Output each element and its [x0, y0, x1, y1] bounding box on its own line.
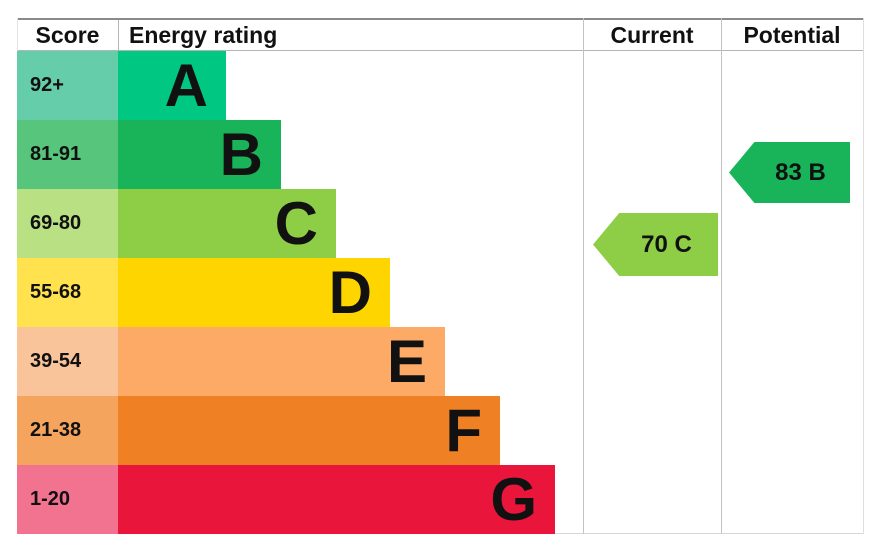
potential-rating-label: 83 B [775, 158, 826, 186]
band-bar: D [118, 258, 390, 327]
band-letter: B [219, 120, 263, 188]
current-rating-label: 70 C [641, 230, 692, 258]
band-letter: G [490, 465, 537, 533]
band-bar: C [118, 189, 336, 258]
header-divider-line [17, 50, 864, 51]
current-rating-arrow: 70 C [593, 213, 718, 276]
band-bar: B [118, 120, 281, 189]
table-right-border [863, 18, 864, 534]
potential-column-header: Potential [743, 21, 841, 48]
band-letter: A [164, 51, 208, 119]
band-bar: F [118, 396, 500, 465]
score-column-divider [118, 20, 119, 50]
potential-rating-arrow: 83 B [729, 142, 850, 203]
band-bar: E [118, 327, 445, 396]
current-column-header: Current [610, 21, 694, 48]
band-row: 92+ A [17, 51, 864, 120]
score-column-header: Score [35, 21, 100, 48]
potential-column-divider [721, 18, 722, 534]
band-row: 39-54 E [17, 327, 864, 396]
band-row: 1-20 G [17, 465, 864, 534]
band-row: 21-38 F [17, 396, 864, 465]
table-top-border [17, 18, 864, 20]
band-letter: E [386, 327, 427, 395]
current-column-divider [583, 18, 584, 534]
band-bar: A [118, 51, 226, 120]
band-letter: F [445, 396, 482, 464]
band-score-range: 55-68 [17, 258, 118, 327]
band-score-range: 21-38 [17, 396, 118, 465]
band-score-range: 92+ [17, 51, 118, 120]
band-letter: D [328, 258, 372, 326]
band-row: 55-68 D [17, 258, 864, 327]
band-score-range: 39-54 [17, 327, 118, 396]
band-letter: C [274, 189, 318, 257]
band-bar: G [118, 465, 555, 534]
band-row: 81-91 B [17, 120, 864, 189]
band-score-range: 81-91 [17, 120, 118, 189]
energy-rating-column-header: Energy rating [129, 21, 278, 48]
band-score-range: 1-20 [17, 465, 118, 534]
band-score-range: 69-80 [17, 189, 118, 258]
band-row: 69-80 C [17, 189, 864, 258]
